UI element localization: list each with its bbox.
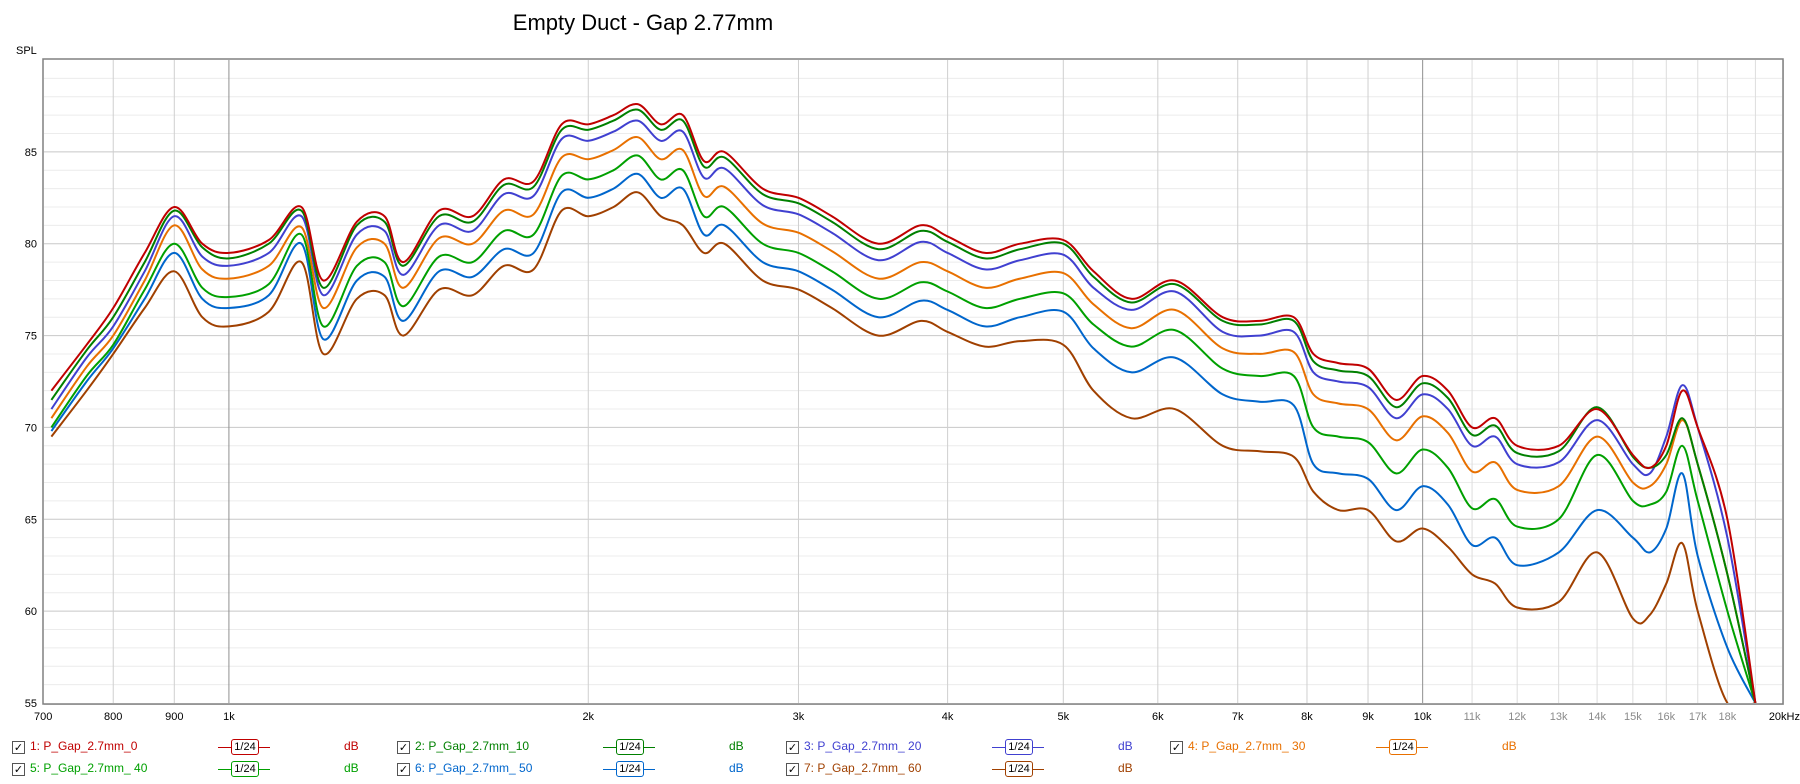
legend-checkbox[interactable]: ✓ bbox=[397, 763, 410, 776]
x-tick-label: 900 bbox=[165, 711, 183, 723]
y-tick-label: 65 bbox=[25, 514, 37, 526]
smoothing-selector[interactable]: 1/24 bbox=[218, 738, 270, 756]
smoothing-label: 1/24 bbox=[231, 739, 259, 755]
legend-label: 7: P_Gap_2.7mm_ 60 bbox=[804, 761, 922, 775]
smoothing-selector[interactable]: 1/24 bbox=[603, 760, 655, 778]
series-line-7 bbox=[50, 191, 1756, 703]
legend-unit: dB bbox=[344, 739, 359, 753]
series-line-6 bbox=[50, 172, 1757, 703]
legend-label: 1: P_Gap_2.7mm_0 bbox=[30, 739, 138, 753]
legend-checkbox[interactable]: ✓ bbox=[12, 763, 25, 776]
x-tick-label: 700 bbox=[34, 711, 52, 723]
legend-item: ✓ 1: P_Gap_2.7mm_0 1/24 dB bbox=[12, 738, 382, 758]
legend-label: 3: P_Gap_2.7mm_ 20 bbox=[804, 739, 922, 753]
x-tick-labels: 700 800 900 1k 2k 3k 4k 5k 6k 7k 8k 9k 10k 11k 12k 13k 1… bbox=[34, 711, 1800, 723]
smoothing-label: 1/24 bbox=[231, 761, 259, 777]
smoothing-selector[interactable]: 1/24 bbox=[992, 760, 1044, 778]
legend-item: ✓ 5: P_Gap_2.7mm_ 40 1/24 dB bbox=[12, 760, 382, 780]
x-tick-label: 7k bbox=[1232, 711, 1244, 723]
series-lines bbox=[50, 103, 1757, 703]
plot-area bbox=[42, 58, 1784, 705]
smoothing-label: 1/24 bbox=[616, 739, 644, 755]
smoothing-label: 1/24 bbox=[1005, 761, 1033, 777]
legend-checkbox[interactable]: ✓ bbox=[1170, 741, 1183, 754]
x-tick-label: 800 bbox=[104, 711, 122, 723]
series-line-1 bbox=[50, 103, 1757, 703]
x-tick-label: 12k bbox=[1508, 711, 1526, 723]
legend-label: 5: P_Gap_2.7mm_ 40 bbox=[30, 761, 148, 775]
legend-checkbox[interactable]: ✓ bbox=[786, 763, 799, 776]
legend-item: ✓ 6: P_Gap_2.7mm_ 50 1/24 dB bbox=[397, 760, 767, 780]
smoothing-selector[interactable]: 1/24 bbox=[218, 760, 270, 778]
legend-item: ✓ 2: P_Gap_2.7mm_10 1/24 dB bbox=[397, 738, 767, 758]
y-tick-label: 70 bbox=[25, 422, 37, 434]
legend-unit: dB bbox=[1502, 739, 1517, 753]
legend-unit: dB bbox=[344, 761, 359, 775]
legend-label: 4: P_Gap_2.7mm_ 30 bbox=[1188, 739, 1306, 753]
x-tick-label: 1k bbox=[223, 711, 235, 723]
x-tick-label: 2k bbox=[582, 711, 594, 723]
legend-item: ✓ 7: P_Gap_2.7mm_ 60 1/24 dB bbox=[786, 760, 1156, 780]
x-tick-label: 4k bbox=[942, 711, 954, 723]
legend-label: 6: P_Gap_2.7mm_ 50 bbox=[415, 761, 533, 775]
series-line-4 bbox=[50, 136, 1757, 703]
series-line-3 bbox=[50, 119, 1757, 703]
y-tick-label: 75 bbox=[25, 331, 37, 343]
x-tick-label: 16k bbox=[1657, 711, 1675, 723]
smoothing-label: 1/24 bbox=[616, 761, 644, 777]
legend-unit: dB bbox=[1118, 739, 1133, 753]
chart-title: Empty Duct - Gap 2.77mm bbox=[513, 10, 773, 35]
x-tick-label: 17k bbox=[1689, 711, 1707, 723]
legend-unit: dB bbox=[729, 739, 744, 753]
smoothing-selector[interactable]: 1/24 bbox=[992, 738, 1044, 756]
grid bbox=[44, 60, 1782, 703]
smoothing-selector[interactable]: 1/24 bbox=[603, 738, 655, 756]
legend-checkbox[interactable]: ✓ bbox=[397, 741, 410, 754]
x-tick-label: 18k bbox=[1719, 711, 1737, 723]
x-tick-label: 3k bbox=[793, 711, 805, 723]
x-tick-label: 20kHz bbox=[1769, 711, 1800, 723]
x-tick-label: 6k bbox=[1152, 711, 1164, 723]
y-tick-label: 85 bbox=[25, 147, 37, 159]
legend-checkbox[interactable]: ✓ bbox=[12, 741, 25, 754]
x-tick-label: 8k bbox=[1301, 711, 1313, 723]
legend: ✓ 1: P_Gap_2.7mm_0 1/24 dB ✓ 2: P_Gap_2.7mm_1… bbox=[0, 732, 1800, 784]
y-axis-label: SPL bbox=[16, 45, 37, 57]
y-tick-label: 55 bbox=[25, 698, 37, 710]
x-tick-label: 5k bbox=[1057, 711, 1069, 723]
x-tick-label: 10k bbox=[1414, 711, 1432, 723]
y-tick-labels: 55 60 65 70 75 80 85 bbox=[25, 147, 37, 710]
y-tick-label: 80 bbox=[25, 239, 37, 251]
legend-checkbox[interactable]: ✓ bbox=[786, 741, 799, 754]
spl-chart: Empty Duct - Gap 2.77mm SPL 55 60 65 70 75 80… bbox=[16, 10, 1800, 723]
legend-item: ✓ 4: P_Gap_2.7mm_ 30 1/24 dB bbox=[1170, 738, 1540, 758]
x-tick-label: 13k bbox=[1550, 711, 1568, 723]
legend-item: ✓ 3: P_Gap_2.7mm_ 20 1/24 dB bbox=[786, 738, 1156, 758]
legend-unit: dB bbox=[729, 761, 744, 775]
legend-unit: dB bbox=[1118, 761, 1133, 775]
x-tick-label: 14k bbox=[1588, 711, 1606, 723]
x-tick-label: 11k bbox=[1464, 711, 1481, 723]
smoothing-label: 1/24 bbox=[1005, 739, 1033, 755]
smoothing-label: 1/24 bbox=[1389, 739, 1417, 755]
series-line-2 bbox=[50, 108, 1757, 703]
x-tick-label: 9k bbox=[1362, 711, 1374, 723]
y-tick-label: 60 bbox=[25, 606, 37, 618]
x-tick-label: 15k bbox=[1624, 711, 1642, 723]
legend-label: 2: P_Gap_2.7mm_10 bbox=[415, 739, 530, 753]
series-line-5 bbox=[50, 154, 1757, 703]
smoothing-selector[interactable]: 1/24 bbox=[1376, 738, 1428, 756]
